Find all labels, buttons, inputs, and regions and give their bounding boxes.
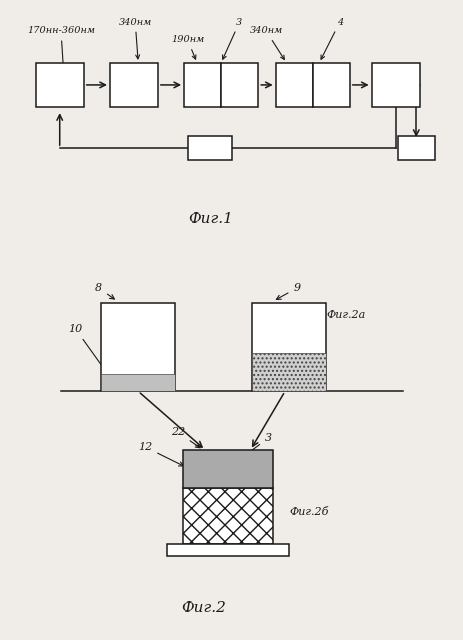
Text: 3: 3 [222,17,242,59]
Text: 8: 8 [95,283,114,299]
Text: Фиг.1: Фиг.1 [188,212,232,226]
Text: Фиг.2: Фиг.2 [181,601,225,615]
Text: 190нм: 190нм [170,35,204,59]
Text: 340нм: 340нм [249,26,284,60]
Text: Фиг.2б: Фиг.2б [288,507,328,517]
Text: 10: 10 [69,324,107,373]
Text: 170нн-360нм: 170нн-360нм [27,26,95,75]
Text: 4: 4 [320,17,342,60]
Text: 7: 7 [205,141,214,156]
Text: 6: 6 [411,141,420,156]
Text: 5: 5 [390,78,400,92]
Text: 11: 11 [278,316,303,352]
Text: 3: 3 [243,433,271,456]
Text: Фиг.2а: Фиг.2а [325,310,364,319]
Text: 22: 22 [170,428,200,448]
Text: 9: 9 [276,283,300,300]
Text: 2: 2 [129,78,138,92]
Text: 340нм: 340нм [119,17,151,59]
Text: 12: 12 [138,442,183,466]
Text: 1: 1 [55,78,64,92]
